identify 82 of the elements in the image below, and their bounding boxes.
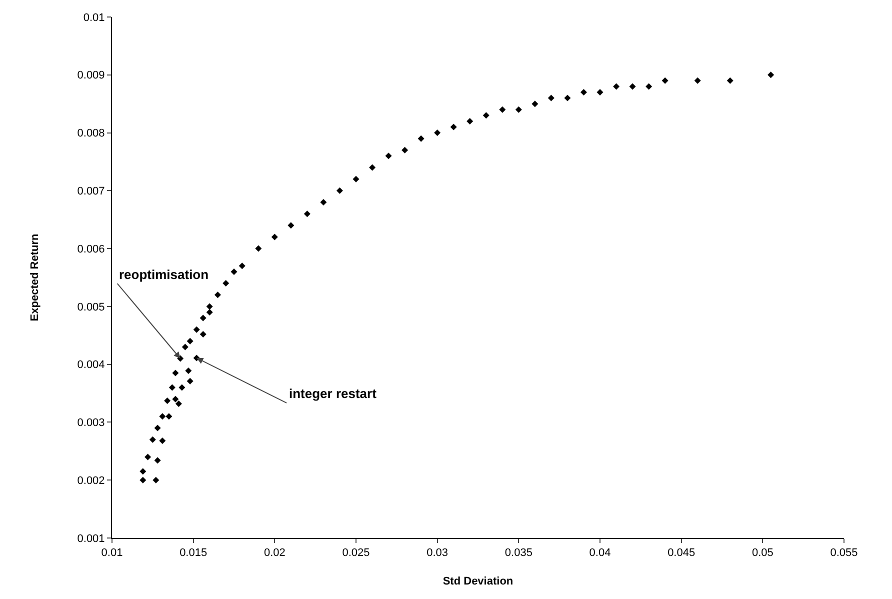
point bbox=[482, 112, 490, 119]
y-tick-label: 0.001 bbox=[77, 532, 105, 545]
point bbox=[178, 384, 186, 391]
point bbox=[564, 94, 571, 102]
point bbox=[418, 135, 424, 142]
point bbox=[186, 378, 194, 384]
point bbox=[175, 400, 182, 407]
y-tick-label: 0.008 bbox=[77, 128, 105, 140]
annotation: integer restart bbox=[289, 386, 378, 401]
point bbox=[580, 89, 587, 96]
y-tick-label: 0.002 bbox=[77, 474, 105, 487]
x-tick-label: 0.015 bbox=[180, 547, 208, 560]
point bbox=[499, 106, 506, 113]
point bbox=[694, 77, 701, 84]
x-tick-label: 0.045 bbox=[668, 547, 696, 560]
point bbox=[206, 308, 213, 316]
point bbox=[172, 396, 179, 402]
x-tick-label: 0.04 bbox=[589, 547, 611, 560]
point bbox=[613, 83, 620, 90]
x-tick-label: 0.055 bbox=[830, 547, 858, 560]
point bbox=[185, 367, 192, 374]
point bbox=[149, 436, 156, 443]
y-tick-label: 0.004 bbox=[77, 359, 105, 372]
point bbox=[166, 413, 172, 420]
x-tick-label: 0.02 bbox=[264, 547, 286, 560]
point bbox=[596, 89, 604, 96]
point bbox=[336, 187, 343, 194]
point bbox=[193, 326, 200, 333]
point bbox=[168, 384, 176, 391]
point bbox=[255, 245, 262, 252]
y-axis-title: Expected Return bbox=[28, 234, 41, 322]
point bbox=[164, 398, 171, 404]
point bbox=[726, 77, 734, 84]
y-tick-label: 0.01 bbox=[83, 12, 105, 24]
point bbox=[352, 176, 360, 182]
point bbox=[206, 303, 213, 310]
y-tick-label: 0.005 bbox=[77, 301, 105, 314]
point bbox=[662, 77, 668, 84]
point bbox=[152, 476, 160, 484]
point bbox=[768, 72, 774, 78]
x-tick-label: 0.025 bbox=[342, 547, 370, 560]
point bbox=[140, 468, 146, 475]
x-axis-title: Std Deviation bbox=[442, 575, 514, 588]
point bbox=[434, 130, 441, 136]
annotation: reoptimisation bbox=[119, 267, 209, 282]
point bbox=[154, 457, 161, 464]
x-tick-label: 0.01 bbox=[101, 547, 123, 560]
point bbox=[515, 106, 522, 113]
point bbox=[402, 146, 408, 154]
point bbox=[230, 268, 238, 275]
point bbox=[154, 424, 161, 432]
point bbox=[548, 94, 554, 102]
point bbox=[369, 164, 376, 171]
point bbox=[271, 234, 278, 240]
point bbox=[450, 124, 457, 130]
x-tick-label: 0.035 bbox=[504, 547, 532, 560]
point bbox=[320, 198, 327, 206]
point bbox=[646, 83, 652, 90]
point bbox=[159, 438, 166, 444]
point bbox=[222, 280, 230, 287]
point bbox=[466, 118, 474, 124]
point bbox=[200, 330, 206, 338]
point bbox=[385, 152, 392, 160]
y-tick-label: 0.007 bbox=[77, 186, 105, 198]
y-tick-label: 0.003 bbox=[77, 417, 105, 430]
point bbox=[182, 344, 188, 350]
x-tick-label: 0.03 bbox=[426, 547, 448, 560]
point bbox=[144, 454, 152, 460]
point bbox=[186, 338, 194, 344]
point bbox=[304, 210, 310, 218]
point bbox=[288, 222, 294, 229]
point bbox=[238, 262, 246, 270]
y-tick-label: 0.009 bbox=[77, 70, 105, 82]
point bbox=[172, 370, 179, 376]
x-tick-label: 0.05 bbox=[752, 547, 774, 560]
point bbox=[214, 292, 221, 298]
point bbox=[629, 83, 636, 90]
y-tick-label: 0.006 bbox=[77, 243, 105, 256]
point bbox=[200, 314, 206, 322]
point bbox=[140, 476, 146, 484]
point bbox=[532, 100, 538, 108]
point bbox=[159, 413, 166, 420]
